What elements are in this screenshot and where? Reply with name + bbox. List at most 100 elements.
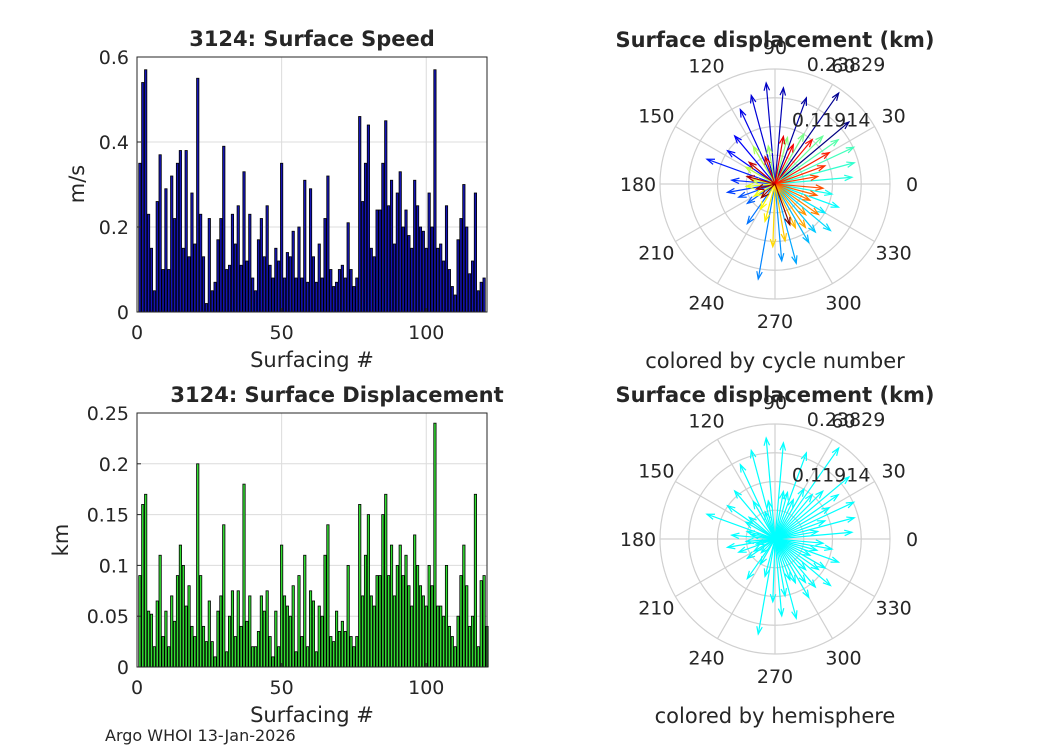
- displacement-arrow: [749, 93, 776, 185]
- bar: [424, 605, 428, 668]
- bar: [470, 615, 475, 668]
- bar: [363, 162, 368, 313]
- angle-label: 60: [831, 55, 855, 77]
- bar: [323, 554, 327, 668]
- bar: [366, 514, 370, 668]
- bar: [282, 277, 287, 313]
- angle-label: 300: [825, 648, 861, 670]
- displacement-arrow: [744, 521, 776, 540]
- displacement-arrow: [774, 538, 812, 557]
- bar: [465, 226, 469, 313]
- bar: [201, 625, 206, 668]
- bar: [317, 243, 321, 313]
- displacement-bar-chart: 3124: Surface Displacement 0 0.05 0.1 0.15 0…: [49, 383, 504, 727]
- displacement-arrow: [763, 81, 776, 185]
- displacement-arrow: [774, 183, 819, 197]
- bar: [213, 656, 217, 668]
- bar: [326, 524, 330, 668]
- displacement-arrow: [774, 538, 832, 587]
- bar: [476, 290, 480, 313]
- polar-cycle-caption: colored by cycle number: [645, 349, 905, 373]
- bar: [384, 493, 388, 668]
- displacement-arrow: [774, 538, 788, 598]
- bar: [149, 613, 154, 668]
- bar: [274, 247, 278, 313]
- bar: [300, 277, 304, 313]
- displacement-arrow: [774, 446, 840, 540]
- displacement-arrow: [749, 448, 776, 540]
- bar: [248, 595, 252, 668]
- bar: [375, 575, 379, 668]
- bar: [184, 605, 188, 668]
- displacement-arrow: [774, 506, 831, 540]
- bar: [340, 620, 344, 668]
- angle-label: 120: [688, 410, 724, 432]
- bar: [199, 213, 203, 313]
- bar: [349, 269, 353, 313]
- displacement-arrow: [774, 538, 841, 563]
- bar: [378, 209, 382, 313]
- bar: [193, 636, 197, 668]
- bar: [222, 145, 226, 313]
- bar: [355, 636, 359, 668]
- displacement-arrow: [774, 120, 851, 185]
- displacement-arrow: [745, 175, 776, 185]
- bar: [245, 620, 249, 668]
- ring-value-label: 0.11914: [792, 109, 871, 131]
- displacement-arrow: [752, 538, 776, 552]
- ring-value-label: 0.11914: [792, 464, 871, 486]
- angle-label: 0: [906, 529, 918, 551]
- bar: [468, 625, 472, 668]
- x-tick-label: 50: [270, 322, 294, 344]
- bar: [418, 226, 423, 313]
- bar: [433, 69, 437, 313]
- bar: [456, 239, 460, 313]
- displacement-arrow: [774, 183, 810, 245]
- bar: [352, 646, 356, 668]
- bar: [427, 192, 431, 313]
- bar: [384, 120, 388, 313]
- bar: [147, 610, 151, 668]
- displacement-arrow: [747, 516, 776, 540]
- bar: [410, 247, 414, 313]
- bar: [413, 179, 417, 313]
- y-tick-label: 0.4: [99, 132, 129, 154]
- displacement-arrow: [763, 183, 776, 223]
- displacement-arrow: [744, 182, 776, 190]
- bar: [225, 269, 229, 313]
- displacement-arrow: [774, 183, 788, 243]
- displacement-arrow: [752, 183, 776, 197]
- bar: [387, 205, 391, 313]
- bar: [236, 205, 240, 313]
- bar: [294, 277, 298, 313]
- displacement-arrow: [774, 538, 817, 589]
- angle-label: 30: [882, 461, 906, 483]
- bar: [346, 222, 350, 313]
- bar: [236, 590, 240, 668]
- bar: [193, 243, 197, 313]
- bar: [144, 69, 148, 313]
- bar: [149, 247, 154, 313]
- ring-value-label: 0.23829: [807, 54, 886, 76]
- bar: [421, 595, 425, 668]
- displacement-arrow: [774, 538, 791, 582]
- bar: [387, 575, 391, 668]
- bar: [430, 585, 434, 668]
- bar: [346, 565, 350, 668]
- displacement-arrow: [774, 538, 807, 571]
- bar: [210, 641, 214, 668]
- bar: [401, 575, 405, 668]
- bar: [175, 575, 180, 668]
- bar: [288, 615, 292, 668]
- bar: [366, 124, 370, 313]
- bar: [308, 590, 313, 668]
- polar-chart-hemisphere: Surface displacement (km) 0 30 60 90 120 150 1…: [615, 383, 934, 728]
- bar: [424, 247, 428, 313]
- displacement-arrow: [774, 151, 831, 185]
- bar: [167, 269, 171, 313]
- speed-plot-area: [136, 56, 488, 313]
- bar: [213, 281, 217, 313]
- bar: [152, 290, 156, 313]
- bar: [462, 184, 466, 313]
- angle-label: 180: [620, 529, 656, 551]
